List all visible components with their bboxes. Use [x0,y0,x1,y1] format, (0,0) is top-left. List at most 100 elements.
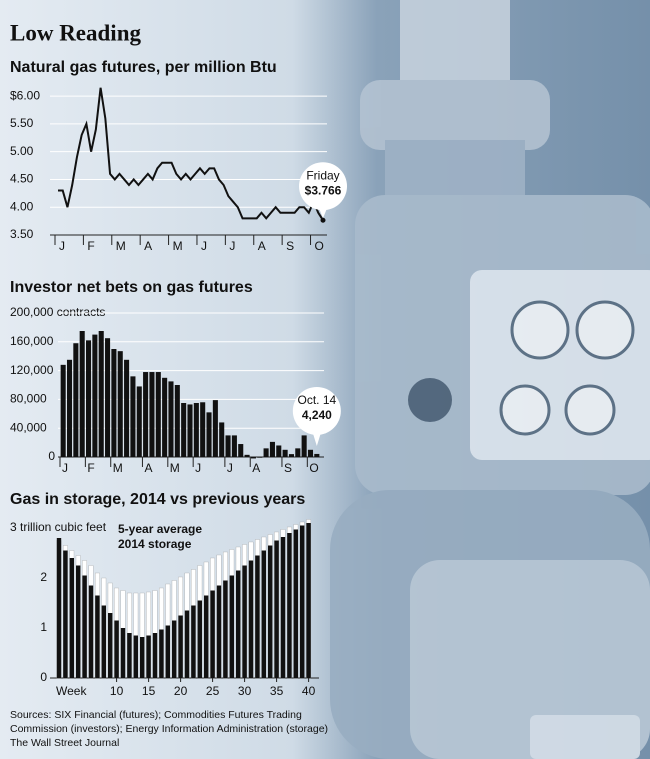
bar [184,610,190,678]
bar [73,343,79,457]
bar [181,403,187,457]
bar [152,633,158,678]
bar [108,613,113,678]
x-tick-label: M [116,239,126,253]
bar [225,435,231,457]
x-tick-label: A [144,239,152,253]
bar [95,595,100,678]
bar [149,372,155,457]
x-tick-label: A [258,239,266,253]
bar [293,529,298,678]
x-axis-label: Week [56,684,87,698]
bar [236,570,241,678]
bar [92,334,98,457]
bar [229,575,234,678]
bar [269,441,275,457]
bar [295,448,301,457]
value-label: 4,240 [302,408,332,422]
y-tick-label: 40,000 [10,420,47,434]
bar [210,590,215,678]
y-tick-label: 80,000 [10,392,47,406]
bar [79,331,85,457]
bar [301,435,307,457]
bar [117,351,123,457]
bar [82,575,87,678]
bar [300,525,305,678]
bar [98,331,104,457]
x-tick-label: 30 [238,684,252,698]
bar [268,545,273,678]
x-tick-label: J [229,239,235,253]
bar [307,449,314,457]
annotation-pointer [319,208,327,219]
y-tick-label: 200,000 contracts [10,305,105,319]
bar [261,550,266,678]
bar [238,444,244,457]
x-tick-label: S [286,239,294,253]
bar [120,628,126,678]
x-tick-label: 20 [174,684,188,698]
y-tick-label: 4.00 [10,199,34,213]
source-line: The Wall Street Journal [10,737,119,749]
chart-title: Investor net bets on gas futures [10,279,253,296]
bar [206,412,212,457]
y-tick-label: 1 [40,620,47,634]
annotation-pointer [312,432,321,446]
bar [314,453,320,457]
bar [219,422,225,457]
source-line: Sources: SIX Financial (futures); Commod… [10,709,302,721]
x-tick-label: O [315,239,324,253]
bar [263,448,269,457]
meter-photo [330,0,650,759]
bar [197,600,202,678]
y-tick-label: 5.50 [10,116,34,130]
bar [172,620,177,678]
y-tick-label: 0 [48,449,55,463]
bar [155,372,161,457]
y-tick-label: 0 [40,670,47,684]
bar [101,605,106,678]
x-tick-label: F [87,239,94,253]
x-tick-label: M [173,239,183,253]
bar [133,635,138,678]
source-line: Commission (investors); Energy Informati… [10,723,328,735]
x-tick-label: F [87,461,94,475]
x-tick-label: 15 [142,684,156,698]
x-tick-label: M [113,461,123,475]
x-tick-label: 40 [302,684,316,698]
x-tick-label: A [144,461,152,475]
bar [105,338,111,457]
bar [69,558,74,678]
annotation: Oct. 14 [297,393,336,407]
bar [168,381,174,457]
bar [223,580,228,678]
bar [200,402,206,457]
bar [143,372,149,457]
bar [216,585,222,678]
bar [174,385,180,457]
x-tick-label: A [252,461,260,475]
x-tick-label: S [284,461,292,475]
bar [136,386,142,457]
chart-title: Natural gas futures, per million Btu [10,59,277,76]
bar [60,364,66,457]
bar [248,560,254,678]
bar [204,595,209,678]
bar [86,340,92,457]
annotation: Friday [306,168,339,182]
bar [66,359,73,457]
x-tick-label: J [227,461,233,475]
bar [250,457,256,459]
y-tick-label: 4.50 [10,172,34,186]
bar [159,629,164,678]
bar [76,565,81,678]
bar [212,400,218,457]
x-tick-label: J [195,461,201,475]
bar [114,620,119,678]
bar [162,377,168,457]
y-tick-label: 160,000 [10,334,54,348]
bar [274,540,279,678]
value-label: $3.766 [305,183,342,197]
bar [88,585,94,678]
price-line [58,87,324,221]
